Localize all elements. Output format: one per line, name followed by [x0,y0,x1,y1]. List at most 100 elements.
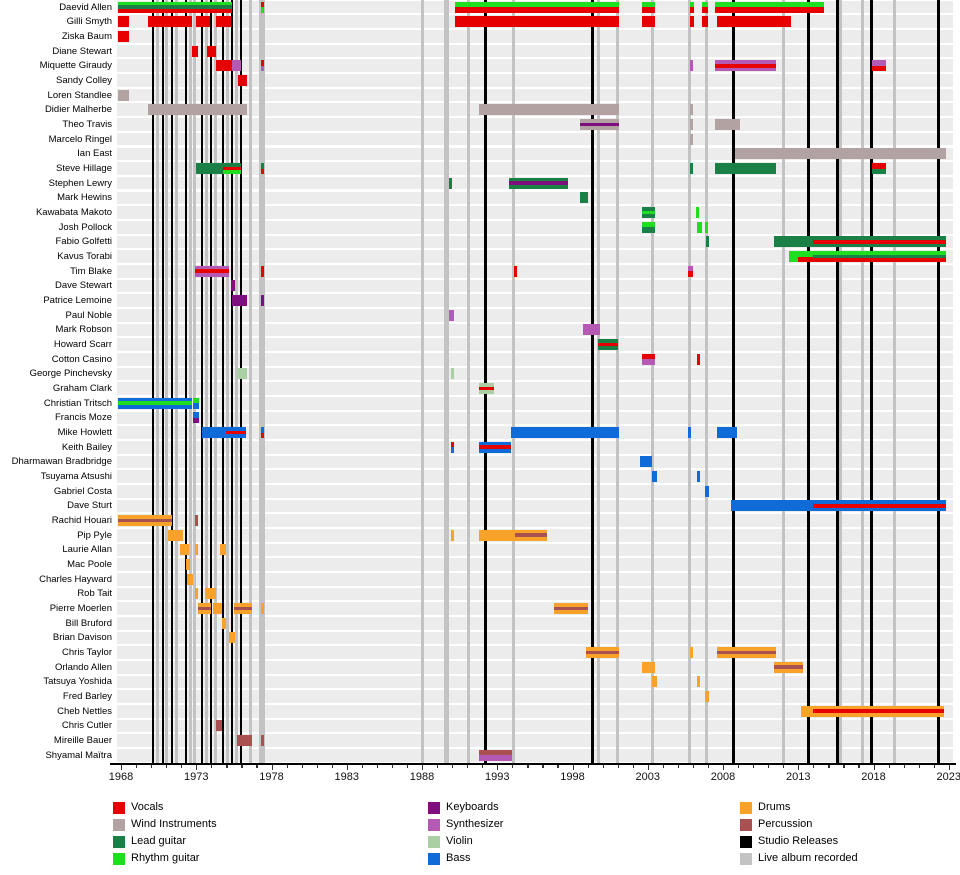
member-tenure-bar [206,45,216,57]
member-tenure-bar [215,720,222,732]
live-album-recorded-line [226,0,230,763]
member-tenure-bar [194,515,198,527]
wind-stripe [117,89,129,101]
live-album-recorded-line [596,0,600,763]
wind-stripe [580,118,620,123]
legend-swatch-percussion [740,819,752,831]
percussion-stripe [233,606,252,611]
member-name-label: Dave Sturt [67,500,112,512]
rhythm-guitar-stripe [697,221,702,233]
percussion-stripe [515,533,547,538]
member-tenure-bar [641,1,656,13]
member-tenure-bar [450,368,454,380]
drums-stripe [813,713,945,717]
lead-guitar-stripe [509,185,568,189]
violin-stripe [479,383,495,387]
lead-guitar-stripe [449,177,453,189]
percussion-stripe [716,650,776,655]
member-name-label: Kawabata Makoto [35,206,112,218]
member-tenure-bar [215,60,233,72]
live-album-recorded-line [688,0,692,763]
rhythm-guitar-stripe [813,251,946,255]
x-axis-minor-tick [512,764,514,768]
keyboards-stripe [230,280,236,292]
studio-release-line [171,0,174,763]
x-axis-minor-tick [783,764,785,768]
member-name-label: Gilli Smyth [66,16,112,28]
member-row-band [117,250,953,263]
member-row-band [117,88,953,102]
lead-guitar-stripe [689,163,693,174]
x-axis-minor-tick [226,764,228,768]
drums-stripe [716,647,776,651]
x-axis-year-label: 2003 [635,771,660,783]
percussion-stripe [479,749,513,756]
vocals-stripe [813,709,945,714]
member-row-band [117,396,953,410]
member-tenure-bar [695,207,699,218]
drums-stripe [515,537,547,541]
vocals-stripe [716,16,791,28]
live-album-recorded-line [420,0,424,763]
vocals-stripe [194,269,230,274]
vocals-stripe [871,163,886,169]
lead-guitar-stripe [641,227,656,233]
member-tenure-bar [715,163,776,174]
x-axis-minor-tick [286,764,288,768]
member-tenure-bar [688,265,693,277]
member-row-band [117,44,953,58]
lead-guitar-stripe [598,346,618,351]
vocals-stripe [215,16,231,28]
member-tenure-bar [260,427,264,439]
x-axis-minor-tick [617,764,619,768]
x-axis-minor-tick [692,764,695,768]
vocals-stripe [206,45,216,57]
member-tenure-bar [789,251,799,263]
member-name-label: Diane Stewart [52,45,112,57]
synthesizer-stripe [688,265,693,272]
member-row-band [117,734,953,747]
studio-release-line [483,0,487,763]
bass-stripe [202,427,227,439]
member-tenure-bar [640,456,653,468]
member-tenure-bar [179,544,189,556]
vocals-stripe [715,7,824,13]
legend-swatch-wind [113,819,125,831]
member-tenure-bar [706,236,710,248]
wind-stripe [689,104,693,116]
member-tenure-bar [193,397,200,409]
drums-stripe [197,610,212,615]
member-name-label: Sandy Colley [56,74,112,86]
vocals-stripe [688,271,693,277]
member-tenure-bar [704,485,710,497]
bass-stripe [193,412,200,418]
live-album-recorded-line [512,0,516,763]
member-tenure-bar [701,16,708,28]
member-tenure-bar [117,16,129,28]
member-tenure-bar [229,632,236,644]
member-name-label: Orlando Allen [54,661,112,673]
bass-stripe [226,427,246,431]
violin-stripe [450,368,454,380]
member-row-band [117,440,953,454]
member-row-band [117,660,953,674]
vocals-stripe [701,7,708,13]
x-axis-major-tick [572,764,574,770]
x-axis-major-tick [873,764,875,770]
x-axis-minor-tick [406,764,409,768]
member-tenure-bar [697,676,701,688]
member-row-band [117,543,953,557]
lead-guitar-stripe [813,254,946,259]
member-row-band [117,59,953,73]
member-row-band [117,74,953,87]
percussion-stripe [774,665,803,670]
member-tenure-bar [260,60,264,72]
x-axis-year-label: 1968 [108,771,134,783]
drums-stripe [801,705,814,717]
live-album-recorded-line [205,0,209,763]
lead-guitar-stripe [706,236,710,248]
synthesizer-stripe [449,309,454,321]
x-axis-minor-tick [437,764,439,768]
member-tenure-bar [509,177,568,189]
vocals-stripe [798,256,814,263]
